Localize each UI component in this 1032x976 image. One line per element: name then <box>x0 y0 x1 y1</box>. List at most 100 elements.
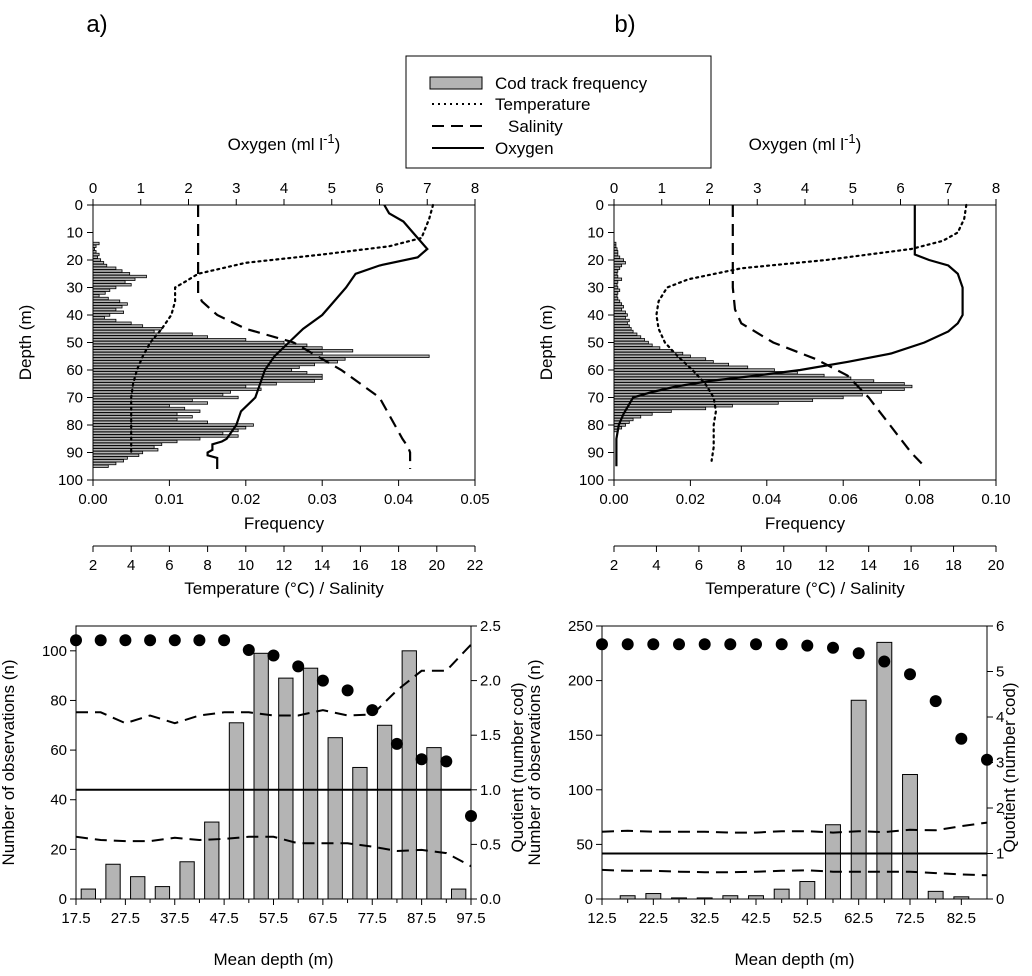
frequency-bar <box>92 255 98 259</box>
oxygen-tick-label: 4 <box>801 180 809 197</box>
frequency-bar <box>92 329 155 334</box>
quotient-tick-label: 0.0 <box>480 891 501 908</box>
frequency-bar <box>92 324 144 328</box>
frequency-bar <box>92 316 105 320</box>
frequency-bar <box>613 327 632 331</box>
frequency-bar <box>92 340 285 345</box>
panel-label-b: b) <box>614 11 635 38</box>
depth-tick-label: 90 <box>587 445 604 462</box>
observations-tick-label: 100 <box>42 643 67 660</box>
observations-tick-label: 80 <box>50 692 67 709</box>
frequency-bar <box>92 288 111 292</box>
mean-depth-tick-label: 77.5 <box>358 910 387 927</box>
frequency-bar <box>613 415 642 419</box>
observation-bar <box>799 881 816 900</box>
frequency-bar <box>92 272 131 276</box>
quotient-points <box>70 634 477 822</box>
legend: Cod track frequency Temperature Salinity Ox… <box>405 55 712 169</box>
observation-bars <box>619 641 970 900</box>
frequency-bar <box>92 274 147 279</box>
frequency-bar <box>92 346 323 350</box>
observation-bar <box>302 667 319 900</box>
frequency-bar <box>92 299 121 303</box>
observations-tick-label: 200 <box>568 673 593 690</box>
frequency-bar <box>613 280 619 284</box>
frequency-bar <box>613 318 630 323</box>
oxygen-tick-label: 2 <box>184 180 192 197</box>
frequency-bar <box>613 332 638 336</box>
quotient-point <box>292 660 305 673</box>
frequency-bar <box>613 384 913 389</box>
depth-tick-label: 40 <box>587 307 604 324</box>
depth-axis: 0 10 20 30 40 50 60 70 80 90 100 Depth (m) <box>537 197 614 489</box>
depth-tick-label: 100 <box>579 472 604 489</box>
lower-limit-line <box>601 868 988 877</box>
depth-tick-label: 90 <box>66 445 83 462</box>
depth-tick-label: 70 <box>66 390 83 407</box>
legend-label: Cod track frequency <box>495 74 648 93</box>
oxygen-tick-label: 3 <box>232 180 240 197</box>
frequency-bar <box>92 428 239 433</box>
frequency-bar <box>92 335 208 339</box>
frequency-bar <box>92 302 128 306</box>
frequency-bar <box>92 357 346 361</box>
oxygen-tick-label: 3 <box>753 180 761 197</box>
mean-depth-tick-label: 82.5 <box>947 910 976 927</box>
legend-item-temperature: Temperature <box>432 95 590 114</box>
panel-labels: a) b) <box>86 11 635 38</box>
depth-tick-label: 80 <box>66 417 83 434</box>
frequency-bar <box>92 318 117 323</box>
frequency-bar <box>92 401 208 405</box>
oxygen-axis-title: Oxygen (ml l-1) <box>749 131 862 154</box>
frequency-tick-label: 0.06 <box>829 491 858 508</box>
frequency-bar <box>92 420 208 424</box>
frequency-bar <box>92 450 144 455</box>
temperature-salinity-tick-label: 18 <box>390 557 407 574</box>
observation-bar <box>80 888 96 900</box>
temperature-salinity-tick-label: 10 <box>237 557 254 574</box>
temperature-salinity-tick-label: 18 <box>945 557 962 574</box>
observation-bar <box>773 888 790 900</box>
quotient-point <box>647 638 660 651</box>
quotient-point <box>621 638 634 651</box>
temperature-salinity-tick-label: 6 <box>695 557 703 574</box>
quotient-point <box>415 753 428 766</box>
frequency-bar <box>613 291 619 295</box>
temperature-salinity-tick-label: 20 <box>428 557 445 574</box>
frequency-bar <box>613 393 863 397</box>
quotient-point <box>94 634 107 647</box>
depth-tick-label: 80 <box>587 417 604 434</box>
mean-depth-tick-label: 52.5 <box>793 910 822 927</box>
frequency-bar <box>613 316 626 320</box>
observation-bar <box>179 861 195 900</box>
frequency-bar <box>613 335 642 339</box>
quotient-point <box>904 668 916 681</box>
mean-depth-axis: 17.5 27.5 37.5 47.5 57.5 67.5 77.5 87.5 97.5 Mean… <box>61 899 486 969</box>
frequency-bar <box>92 291 106 295</box>
frequency-bar <box>92 426 247 430</box>
temperature-line <box>655 203 968 462</box>
frequency-bar <box>92 338 247 342</box>
lower-limit-line <box>75 835 472 868</box>
mean-depth-axis-title: Mean depth (m) <box>735 950 855 969</box>
frequency-bar <box>92 395 239 400</box>
frequency-bar <box>92 305 123 309</box>
temperature-salinity-tick-label: 20 <box>988 557 1005 574</box>
quotient-point <box>827 641 839 654</box>
quotient-point <box>316 674 329 687</box>
frequency-bar <box>613 296 619 301</box>
frequency-bar <box>92 310 124 314</box>
depth-tick-label: 10 <box>66 225 83 242</box>
observations-tick-label: 40 <box>50 792 67 809</box>
temperature-salinity-axis: 2 4 6 8 10 12 14 16 18 20 22 Temperature (°C) / Sal… <box>89 545 483 598</box>
depth-tick-label: 60 <box>66 362 83 379</box>
mean-depth-tick-label: 22.5 <box>639 910 668 927</box>
depth-axis-title: Depth (m) <box>537 305 556 381</box>
frequency-bar <box>92 445 155 449</box>
frequency-bar <box>613 261 626 265</box>
depth-axis: 0 10 20 30 40 50 60 70 80 90 100 Depth (m) <box>16 197 93 489</box>
upper-limit-line <box>76 643 472 725</box>
oxygen-axis-title-part: ) <box>335 135 341 154</box>
